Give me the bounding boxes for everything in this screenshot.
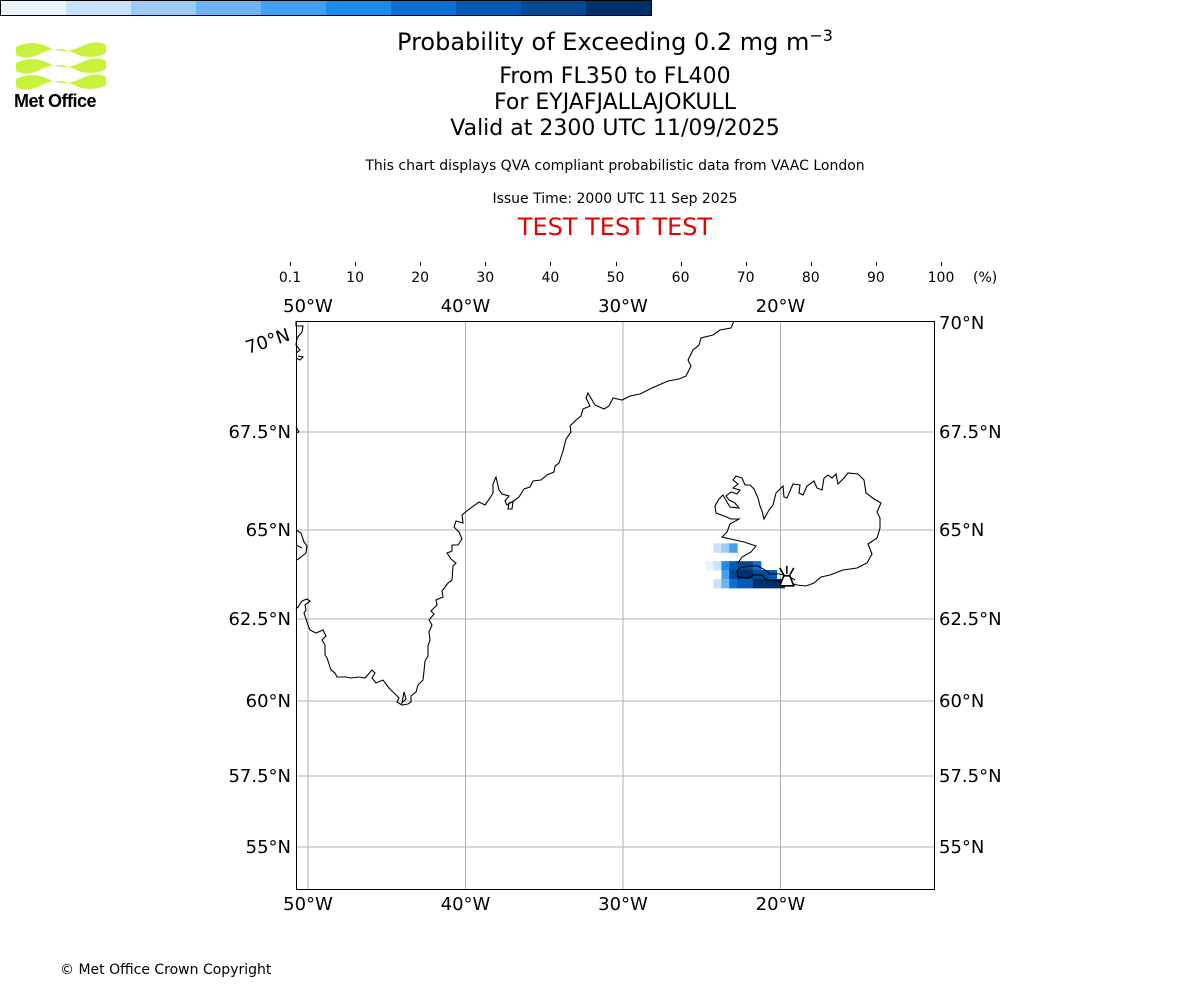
colorbar-tickmark: [941, 262, 942, 266]
lat-label-left: 55°N: [246, 837, 291, 858]
heatmap-cell: [768, 578, 778, 589]
colorbar-segment: [586, 1, 651, 15]
lat-label-right: 55°N: [939, 837, 984, 858]
colorbar-tickmark: [290, 262, 291, 266]
heatmap-cell: [737, 561, 746, 571]
heatmap-cell: [752, 578, 762, 589]
gridlines: [296, 321, 934, 890]
colorbar-tickmark: [680, 262, 682, 266]
heatmap-cell: [721, 543, 730, 553]
lon-label-top: 40°W: [441, 296, 491, 317]
colorbar-tick-label: 70: [736, 270, 755, 286]
heatmap-cell: [768, 570, 778, 580]
lat-label-right: 70°N: [939, 313, 984, 334]
heatmap-cell: [745, 570, 754, 580]
lat-label-left: 57.5°N: [228, 766, 291, 787]
colorbar-tick-label: 30: [476, 270, 495, 286]
volcano-icon: [778, 565, 795, 587]
colorbar-tickmark: [420, 262, 422, 266]
heatmap-cell: [729, 561, 738, 571]
lat-label-left: 67.5°N: [228, 422, 291, 443]
chart-title: Probability of Exceeding 0.2 mg m−3: [397, 26, 833, 56]
colorbar-tick-label: 60: [671, 270, 690, 286]
colorbar-segment: [391, 1, 456, 15]
heatmap-cell: [713, 578, 722, 589]
lat-label-right: 65°N: [939, 520, 984, 541]
heatmap-cell: [745, 578, 754, 589]
map-frame: [296, 321, 935, 890]
heatmap-cell: [760, 578, 770, 589]
lat-label-right: 60°N: [939, 691, 984, 712]
issue-time: Issue Time: 2000 UTC 11 Sep 2025: [492, 191, 738, 207]
heatmap-cell: [729, 570, 738, 580]
colorbar-tickmark: [355, 262, 357, 266]
colorbar-tickmark: [550, 262, 552, 266]
lon-label-bottom: 40°W: [441, 894, 491, 915]
lon-label-top: 20°W: [756, 296, 806, 317]
lon-label-bottom: 30°W: [598, 894, 648, 915]
probability-heatmap: [705, 543, 785, 589]
copyright-notice: © Met Office Crown Copyright: [60, 962, 272, 978]
colorbar-segment: [1, 1, 66, 15]
greenland-coastline: [295, 320, 735, 706]
colorbar-tick-label: 10: [346, 270, 365, 286]
volcano-name: For EYJAFJALLAJOKULL: [494, 90, 736, 115]
colorbar-segment: [66, 1, 131, 15]
test-banner: TEST TEST TEST: [517, 213, 713, 241]
heatmap-cell: [713, 543, 722, 553]
chart-description: This chart displays QVA compliant probab…: [365, 158, 865, 174]
lat-label-right: 67.5°N: [939, 422, 1002, 443]
colorbar-segment: [196, 1, 261, 15]
heatmap-cell: [760, 570, 770, 580]
logo-text: Met Office: [14, 91, 97, 111]
heatmap-cell: [721, 578, 730, 589]
colorbar-tickmark: [875, 262, 877, 266]
lon-label-top: 30°W: [598, 296, 648, 317]
heatmap-cell: [713, 561, 722, 571]
colorbar-segment: [456, 1, 521, 15]
colorbar-tickmark: [615, 262, 617, 266]
lat-label-left: 70°N: [243, 325, 293, 359]
flight-level-range: From FL350 to FL400: [499, 64, 731, 89]
colorbar-tick-label: 100: [927, 270, 955, 286]
heatmap-cell: [721, 570, 730, 580]
colorbar-segment: [261, 1, 326, 15]
colorbar-unit: (%): [973, 270, 998, 286]
colorbar-segment: [521, 1, 586, 15]
colorbar-tick-label: 0.1: [278, 270, 302, 286]
heatmap-cell: [737, 578, 746, 589]
lon-label-bottom: 20°W: [756, 894, 806, 915]
lat-label-left: 65°N: [246, 520, 291, 541]
coastlines: [295, 320, 882, 706]
heatmap-cell: [705, 561, 715, 571]
colorbar: [0, 0, 652, 16]
colorbar-tick-label: 40: [541, 270, 560, 286]
colorbar-tick-label: 80: [801, 270, 820, 286]
colorbar-tickmark: [745, 262, 747, 266]
lon-label-bottom: 50°W: [283, 894, 333, 915]
colorbar-tick-label: 20: [411, 270, 430, 286]
heatmap-cell: [721, 561, 730, 571]
heatmap-cell: [729, 543, 738, 553]
lat-label-right: 57.5°N: [939, 766, 1002, 787]
heatmap-cell: [729, 578, 738, 589]
axis-labels: 50°W 50°W 40°W 40°W 30°W 30°W 20°W 20°W 70°N 70°N…: [228, 296, 1001, 915]
met-office-logo: [16, 42, 106, 90]
colorbar-tickmark: [485, 262, 487, 266]
heatmap-cell: [737, 570, 746, 580]
lon-label-top: 50°W: [283, 296, 333, 317]
lat-label-left: 60°N: [246, 691, 291, 712]
colorbar-tick-label: 50: [606, 270, 625, 286]
valid-time: Valid at 2300 UTC 11/09/2025: [450, 116, 780, 141]
lat-label-right: 62.5°N: [939, 609, 1002, 630]
colorbar-tickmark: [810, 262, 812, 266]
lat-label-left: 62.5°N: [228, 609, 291, 630]
colorbar-tick-label: 90: [866, 270, 885, 286]
colorbar-segment: [326, 1, 391, 15]
colorbar-segment: [131, 1, 196, 15]
